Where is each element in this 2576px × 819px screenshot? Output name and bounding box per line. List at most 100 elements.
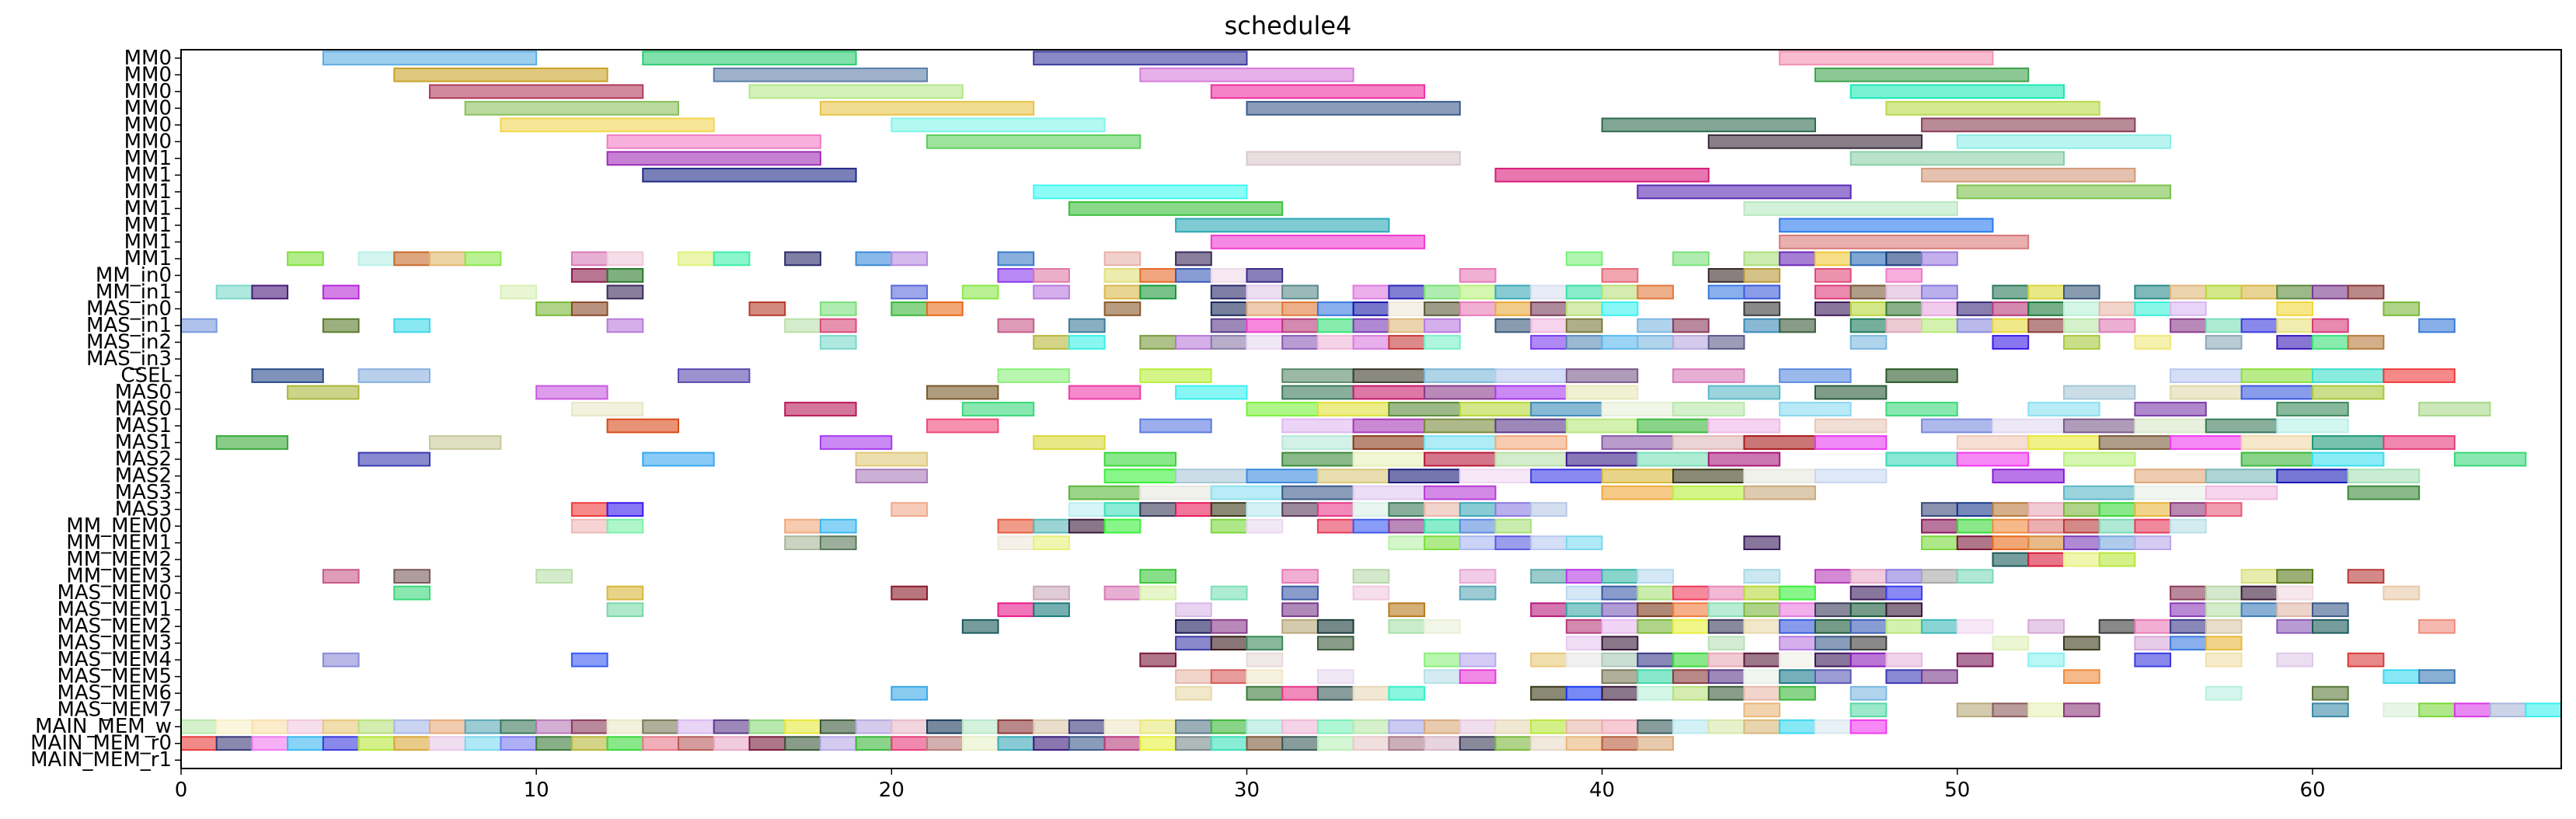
task-bar: [642, 167, 857, 183]
task-bar: [855, 736, 893, 751]
task-bar: [606, 585, 644, 601]
task-bar: [2240, 435, 2314, 450]
task-bar: [1388, 518, 1426, 534]
task-bar: [1921, 284, 1958, 300]
task-bar: [2276, 284, 2314, 300]
task-bar: [713, 251, 751, 267]
task-bar: [2347, 469, 2421, 484]
task-bar: [1388, 469, 1461, 484]
task-bar: [1779, 669, 1816, 685]
task-bar: [1352, 318, 1390, 333]
task-bar: [1601, 602, 1639, 618]
task-bar: [1565, 719, 1603, 734]
task-bar: [855, 251, 893, 267]
task-bar: [2489, 702, 2527, 718]
task-bar: [1885, 100, 2100, 116]
task-bar: [2312, 685, 2349, 701]
task-bar: [500, 736, 538, 751]
task-bar: [1246, 318, 1284, 333]
task-bar: [1210, 636, 1248, 651]
task-bar: [2347, 652, 2385, 667]
task-bar: [1352, 502, 1390, 518]
task-bar: [393, 318, 430, 333]
task-bar: [1956, 318, 1994, 333]
y-tick-label: MM_MEM0: [66, 514, 172, 538]
task-bar: [1246, 736, 1284, 751]
task-bar: [1672, 251, 1710, 267]
y-tick-label: MAS3: [115, 481, 172, 504]
y-tick-label: MAS_MEM6: [57, 681, 172, 705]
task-bar: [2276, 402, 2349, 416]
task-bar: [1921, 669, 1958, 685]
task-bar: [1565, 569, 1603, 584]
task-bar: [891, 719, 929, 734]
task-bar: [1388, 335, 1426, 350]
task-bar: [2205, 502, 2243, 518]
y-tick-label: MAS_in1: [86, 314, 172, 337]
task-bar: [570, 736, 608, 751]
task-bar: [1103, 736, 1142, 751]
task-bar: [1849, 569, 1888, 584]
task-bar: [1779, 636, 1816, 651]
task-bar: [1601, 485, 1675, 500]
task-bar: [2134, 284, 2172, 300]
task-bar: [535, 569, 573, 584]
task-bar: [1210, 84, 1426, 99]
task-bar: [2312, 284, 2349, 300]
task-bar: [1246, 669, 1284, 685]
y-tick-label: MAS3: [115, 498, 172, 521]
task-bar: [713, 67, 928, 82]
task-bar: [1814, 67, 2030, 82]
task-bar: [2383, 702, 2421, 718]
task-bar: [1103, 268, 1142, 283]
task-bar: [500, 719, 538, 734]
task-bar: [748, 301, 786, 316]
task-bar: [1530, 569, 1567, 584]
task-bar: [997, 535, 1035, 551]
task-bar: [1281, 418, 1354, 434]
task-bar: [1316, 685, 1354, 701]
task-bar: [1885, 251, 1923, 267]
task-bar: [1814, 268, 1852, 283]
task-bar: [1281, 619, 1319, 634]
task-bar: [1175, 636, 1212, 651]
task-bar: [2418, 402, 2491, 416]
task-bar: [393, 251, 430, 267]
task-bar: [287, 736, 324, 751]
y-tick-label: MM1: [124, 197, 172, 220]
task-bar: [1316, 301, 1354, 316]
task-bar: [1779, 218, 1994, 233]
task-bar: [891, 301, 929, 316]
task-bar: [819, 435, 893, 450]
task-bar: [1707, 652, 1745, 667]
task-bar: [2027, 652, 2065, 667]
task-bar: [1992, 418, 2065, 434]
task-bar: [1601, 402, 1675, 416]
task-bar: [1530, 469, 1603, 484]
task-bar: [500, 284, 538, 300]
task-bar: [1175, 502, 1212, 518]
task-bar: [1139, 335, 1177, 350]
task-bar: [1459, 719, 1497, 734]
task-bar: [2134, 418, 2207, 434]
task-bar: [1565, 301, 1603, 316]
y-tick-label: MAIN_MEM_w: [35, 715, 172, 738]
task-bar: [1352, 736, 1390, 751]
task-bar: [2063, 485, 2136, 500]
task-bar: [1494, 435, 1567, 450]
task-bar: [1494, 301, 1532, 316]
task-bar: [1175, 218, 1390, 233]
task-bar: [1316, 335, 1354, 350]
task-bar: [1033, 268, 1070, 283]
task-bar: [1707, 335, 1745, 350]
task-bar: [2027, 301, 2065, 316]
task-bar: [1956, 301, 1994, 316]
task-bar: [1033, 335, 1070, 350]
task-bar: [1956, 502, 1994, 518]
task-bar: [215, 435, 289, 450]
task-bar: [1992, 335, 2030, 350]
task-bar: [429, 719, 466, 734]
task-bar: [819, 100, 1035, 116]
task-bar: [1246, 636, 1284, 651]
task-bar: [997, 368, 1070, 383]
